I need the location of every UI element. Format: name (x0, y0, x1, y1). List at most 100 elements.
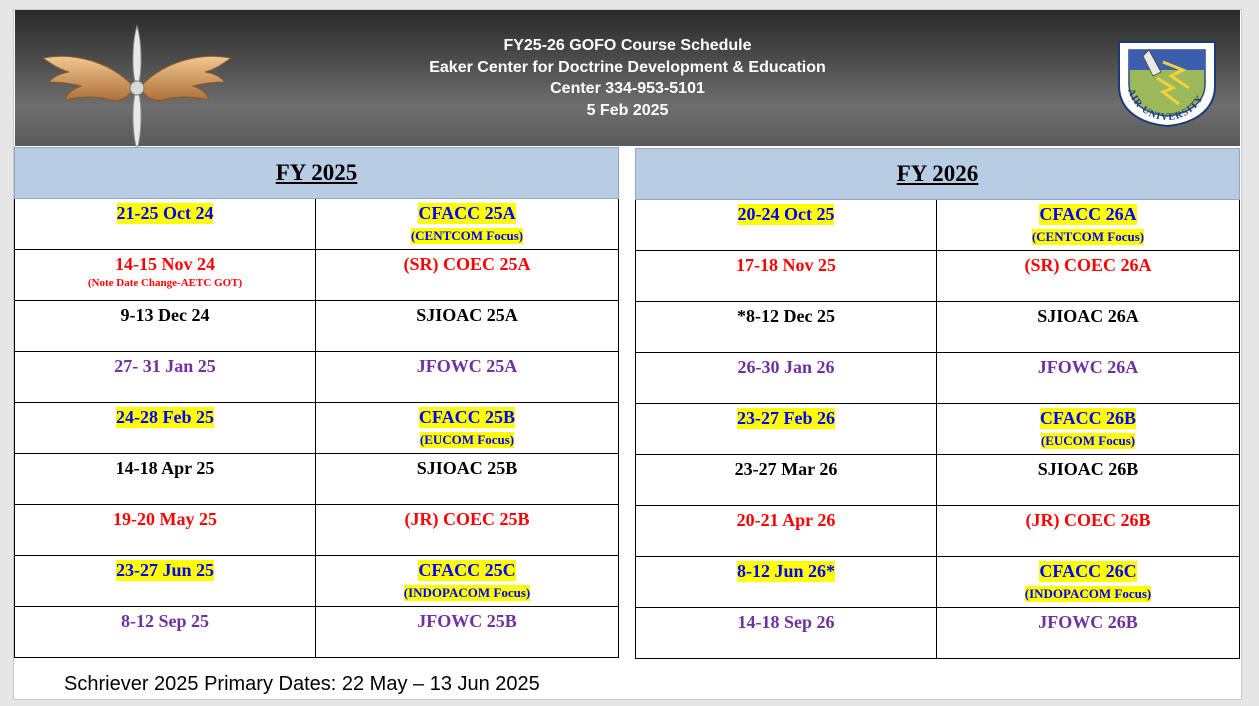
schedule-date: 5 Feb 2025 (586, 101, 669, 119)
schedule-row: 24-28 Feb 25 CFACC 25B (EUCOM Focus) (14, 402, 619, 454)
course-cell: JFOWC 26A (936, 352, 1240, 404)
date-cell: 8-12 Jun 26* (635, 556, 937, 608)
course-dates: 14-18 Apr 25 (115, 458, 215, 478)
course-cell: (SR) COEC 25A (315, 249, 619, 301)
course-name: (JR) COEC 25B (404, 509, 530, 529)
date-note: (Note Date Change-AETC GOT) (87, 277, 243, 289)
course-name: JFOWC 25A (416, 356, 518, 376)
date-cell: 20-21 Apr 26 (635, 505, 937, 557)
course-focus-note: (CENTCOM Focus) (1031, 229, 1145, 245)
date-cell: 19-20 May 25 (14, 504, 316, 556)
course-name: CFACC 25A (418, 203, 516, 224)
course-name: CFACC 26C (1039, 561, 1137, 582)
schedule-row: 8-12 Jun 26* CFACC 26C (INDOPACOM Focus) (635, 556, 1240, 608)
course-name: SJIOAC 25B (416, 458, 518, 478)
course-name: JFOWC 26B (1038, 612, 1138, 632)
course-dates: 27- 31 Jan 25 (114, 356, 216, 376)
date-cell: 20-24 Oct 25 (635, 199, 937, 251)
course-dates: 14-15 Nov 24 (115, 254, 215, 274)
course-name: CFACC 25C (418, 560, 516, 581)
date-cell: 23-27 Mar 26 (635, 454, 937, 506)
schedule-row: 26-30 Jan 26 JFOWC 26A (635, 352, 1240, 404)
course-cell: CFACC 25C (INDOPACOM Focus) (315, 555, 619, 607)
course-cell: JFOWC 25B (315, 606, 619, 658)
course-name: (SR) COEC 26A (1024, 255, 1152, 275)
date-cell: 14-18 Apr 25 (14, 453, 316, 505)
course-cell: SJIOAC 25B (315, 453, 619, 505)
course-dates: 26-30 Jan 26 (737, 357, 835, 377)
header-banner: FY25-26 GOFO Course Schedule Eaker Cente… (15, 10, 1240, 152)
course-cell: JFOWC 26B (936, 607, 1240, 659)
course-dates: 23-27 Jun 25 (115, 560, 214, 581)
air-university-emblem-icon: AIR UNIVERSITY (1118, 41, 1216, 128)
date-cell: 23-27 Jun 25 (14, 555, 316, 607)
course-name: CFACC 26B (1039, 408, 1137, 429)
course-dates: 8-12 Sep 25 (120, 611, 209, 631)
date-cell: *8-12 Dec 25 (635, 301, 937, 353)
course-focus-note: (EUCOM Focus) (419, 432, 515, 448)
course-cell: SJIOAC 26A (936, 301, 1240, 353)
course-dates: 23-27 Feb 26 (737, 408, 835, 429)
schedule-title: FY25-26 GOFO Course Schedule (503, 37, 752, 54)
course-name: JFOWC 25B (417, 611, 517, 631)
course-cell: CFACC 25A (CENTCOM Focus) (315, 198, 619, 250)
date-cell: 14-15 Nov 24 (Note Date Change-AETC GOT) (14, 249, 316, 301)
course-focus-note: (INDOPACOM Focus) (403, 585, 531, 601)
course-dates: *8-12 Dec 25 (737, 306, 835, 326)
course-dates: 23-27 Mar 26 (734, 459, 838, 479)
course-dates: 8-12 Jun 26* (736, 561, 835, 582)
schedule-row: 20-24 Oct 25 CFACC 26A (CENTCOM Focus) (635, 199, 1240, 251)
course-focus-note: (CENTCOM Focus) (410, 228, 524, 244)
course-cell: CFACC 26C (INDOPACOM Focus) (936, 556, 1240, 608)
date-cell: 27- 31 Jan 25 (14, 351, 316, 403)
course-cell: CFACC 25B (EUCOM Focus) (315, 402, 619, 454)
course-cell: CFACC 26B (EUCOM Focus) (936, 403, 1240, 455)
date-cell: 21-25 Oct 24 (14, 198, 316, 250)
fy2025-schedule-table: FY 2025 21-25 Oct 24 CFACC 25A (CENTCOM Fo… (14, 147, 619, 658)
date-cell: 8-12 Sep 25 (14, 606, 316, 658)
organization-name: Eaker Center for Doctrine Development & … (429, 58, 826, 76)
schedule-row: 17-18 Nov 25 (SR) COEC 26A (635, 250, 1240, 302)
schedule-row: 23-27 Mar 26 SJIOAC 26B (635, 454, 1240, 506)
course-cell: CFACC 26A (CENTCOM Focus) (936, 199, 1240, 251)
wings-propeller-icon (41, 24, 233, 152)
schedule-row: 27- 31 Jan 25 JFOWC 25A (14, 351, 619, 403)
course-dates: 20-24 Oct 25 (737, 204, 835, 225)
course-dates: 17-18 Nov 25 (736, 255, 836, 275)
course-cell: SJIOAC 26B (936, 454, 1240, 506)
fy2026-title: FY 2026 (635, 148, 1240, 200)
schedule-row: 21-25 Oct 24 CFACC 25A (CENTCOM Focus) (14, 198, 619, 250)
course-cell: (JR) COEC 25B (315, 504, 619, 556)
course-focus-note: (INDOPACOM Focus) (1024, 586, 1152, 602)
course-dates: 14-18 Sep 26 (737, 612, 835, 632)
course-dates: 9-13 Dec 24 (120, 305, 210, 325)
schedule-row: 9-13 Dec 24 SJIOAC 25A (14, 300, 619, 352)
date-cell: 14-18 Sep 26 (635, 607, 937, 659)
course-cell: SJIOAC 25A (315, 300, 619, 352)
course-cell: (JR) COEC 26B (936, 505, 1240, 557)
course-name: SJIOAC 25A (416, 305, 518, 325)
date-cell: 24-28 Feb 25 (14, 402, 316, 454)
course-name: CFACC 25B (418, 407, 516, 428)
fy2025-title: FY 2025 (14, 147, 619, 199)
course-dates: 24-28 Feb 25 (116, 407, 214, 428)
course-dates: 19-20 May 25 (113, 509, 217, 529)
course-name: JFOWC 26A (1037, 357, 1139, 377)
course-cell: JFOWC 25A (315, 351, 619, 403)
course-dates: 20-21 Apr 26 (736, 510, 836, 530)
course-dates: 21-25 Oct 24 (116, 203, 214, 224)
course-cell: (SR) COEC 26A (936, 250, 1240, 302)
date-cell: 9-13 Dec 24 (14, 300, 316, 352)
schedule-row: 23-27 Feb 26 CFACC 26B (EUCOM Focus) (635, 403, 1240, 455)
schedule-row: 23-27 Jun 25 CFACC 25C (INDOPACOM Focus) (14, 555, 619, 607)
course-name: SJIOAC 26A (1037, 306, 1139, 326)
course-name: (JR) COEC 26B (1025, 510, 1151, 530)
date-cell: 26-30 Jan 26 (635, 352, 937, 404)
schedule-row: 14-18 Sep 26 JFOWC 26B (635, 607, 1240, 659)
date-cell: 23-27 Feb 26 (635, 403, 937, 455)
schriever-dates-note: Schriever 2025 Primary Dates: 22 May – 1… (64, 673, 540, 695)
schedule-row: 14-18 Apr 25 SJIOAC 25B (14, 453, 619, 505)
phone-number: Center 334-953-5101 (550, 80, 705, 97)
schedule-row: 14-15 Nov 24 (Note Date Change-AETC GOT) (… (14, 249, 619, 301)
date-cell: 17-18 Nov 25 (635, 250, 937, 302)
